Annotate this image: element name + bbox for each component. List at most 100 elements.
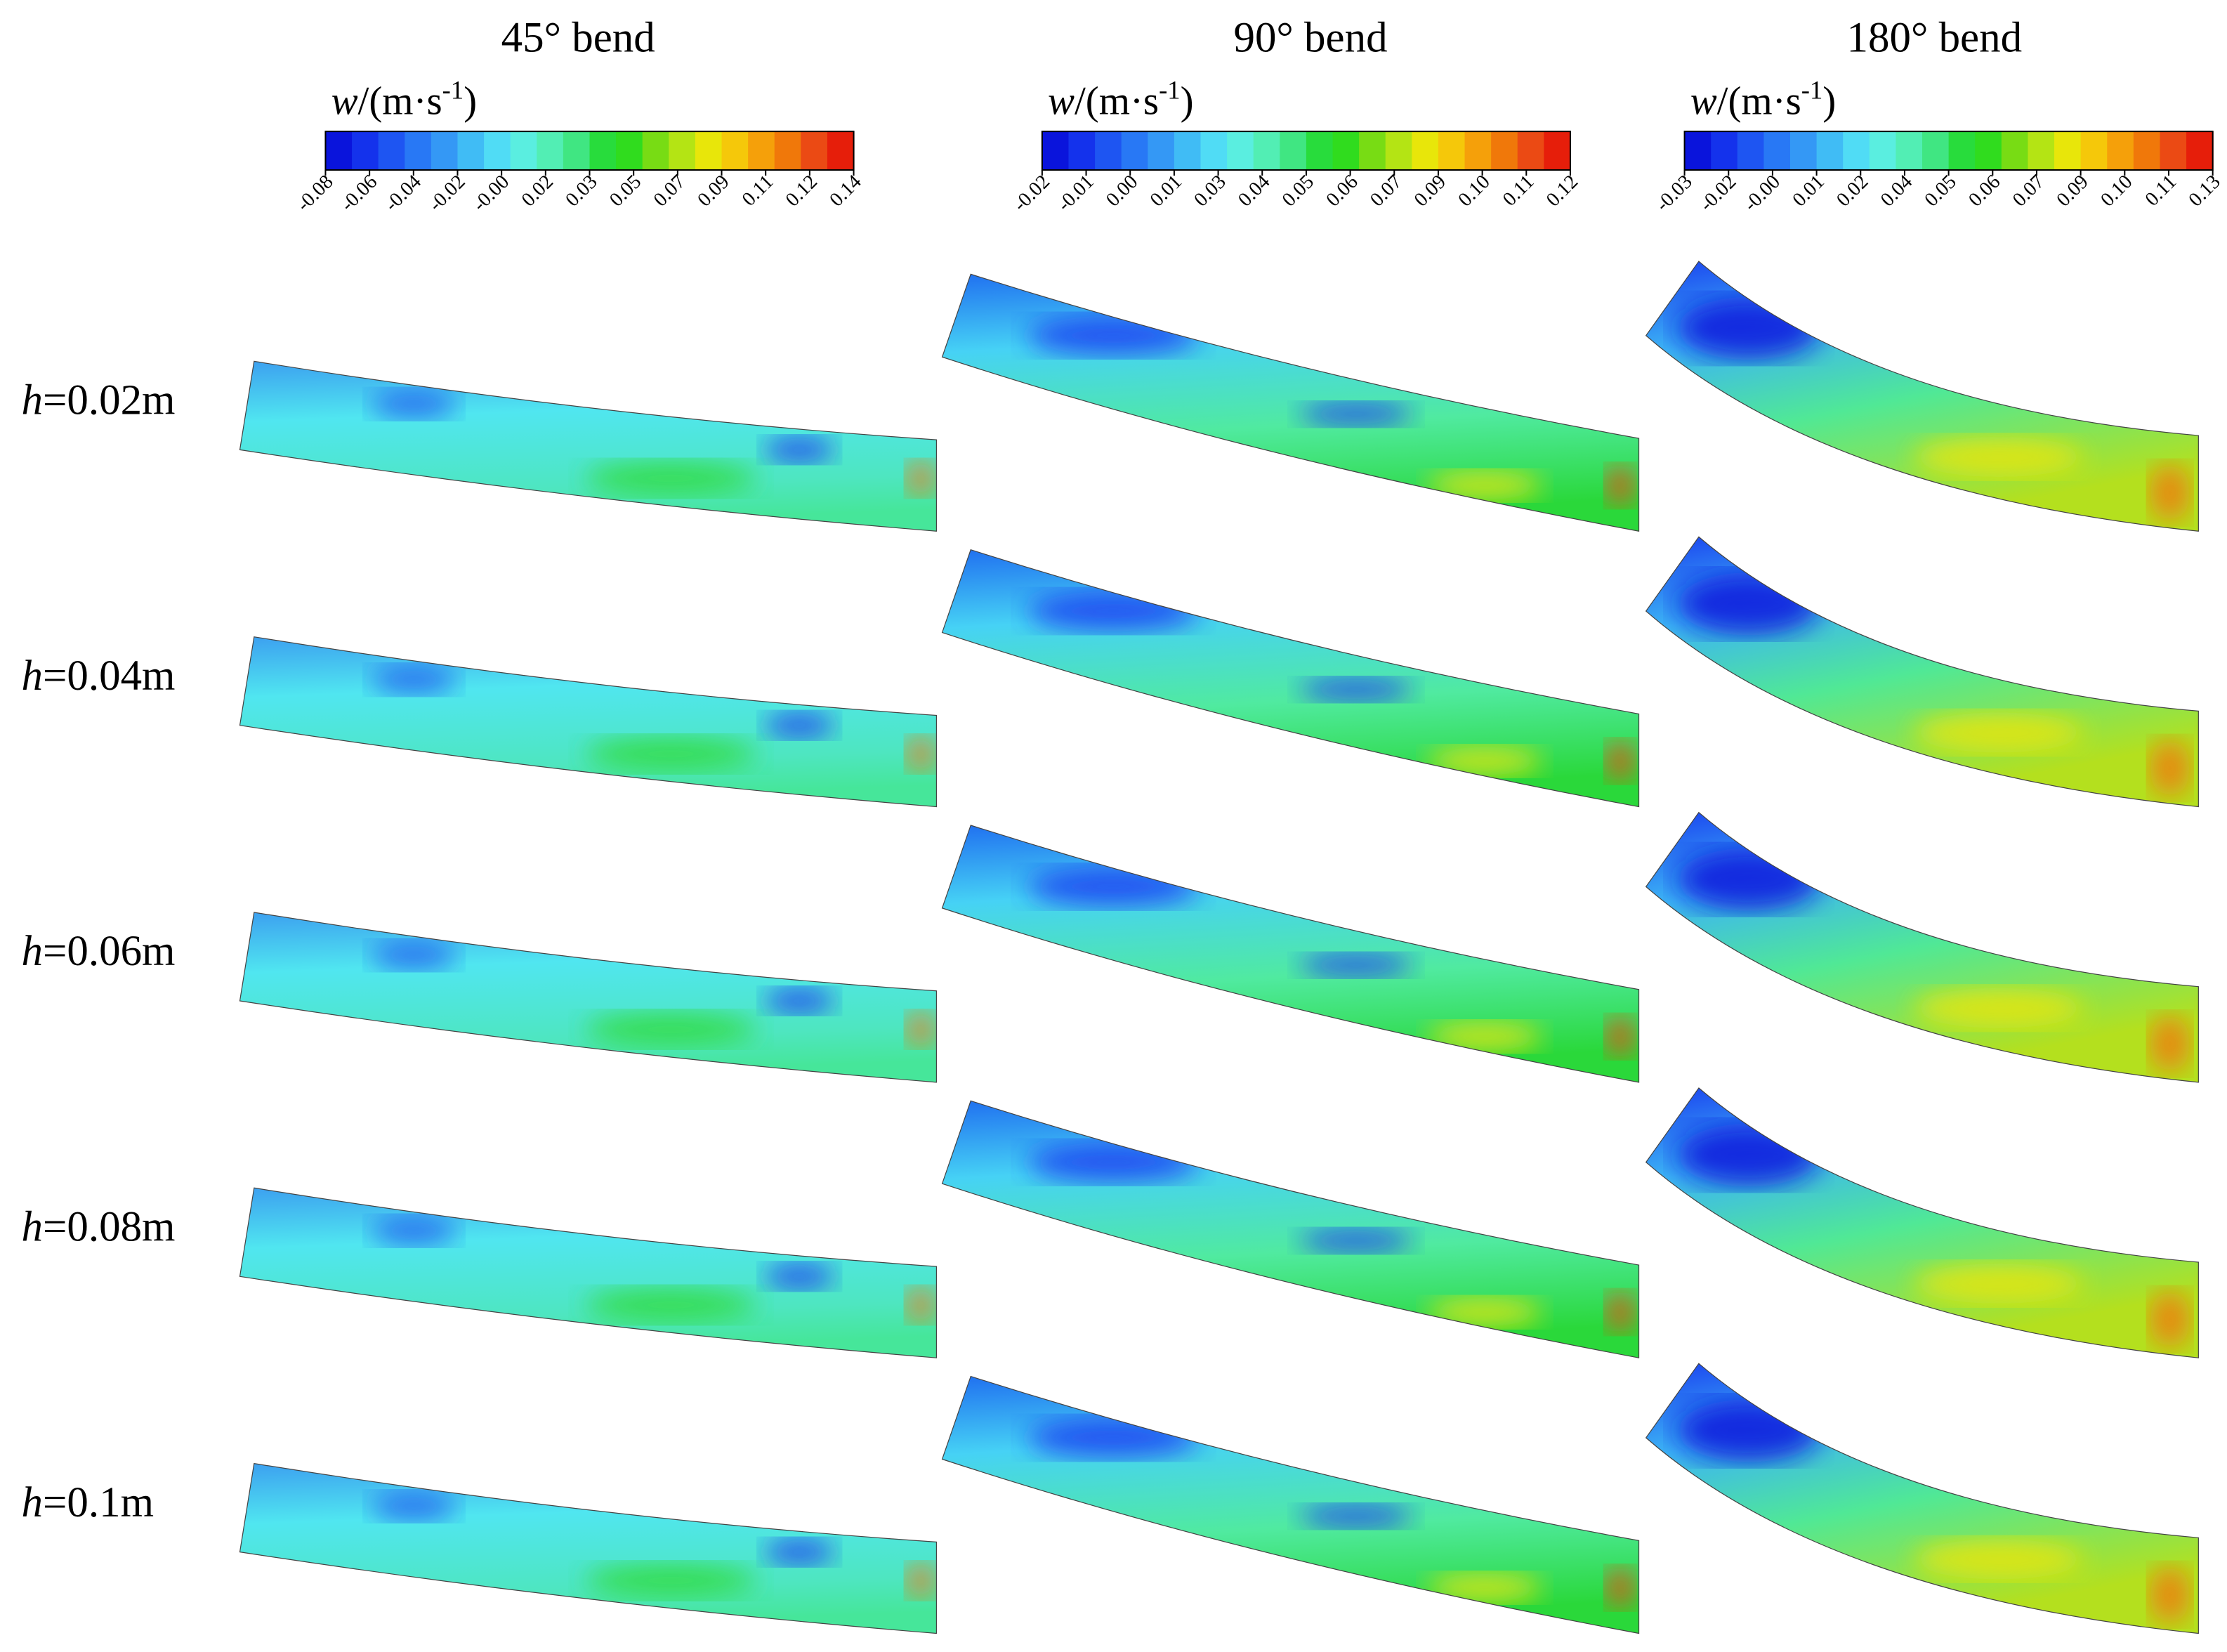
colorbar-cell xyxy=(1227,131,1254,170)
row-value: =0.04m xyxy=(43,653,176,700)
colorbar-cell xyxy=(2107,131,2134,170)
colorbar-cell xyxy=(2080,131,2108,170)
contour-blob xyxy=(1027,591,1200,631)
legend-close: ) xyxy=(1181,79,1194,124)
colorbar-tick-label: 0.12 xyxy=(1542,171,1582,211)
contour-blob xyxy=(371,1216,457,1245)
colorbar-tick-label: 0.04 xyxy=(1234,171,1274,211)
colorbar-tick-label: 0.11 xyxy=(2141,171,2181,210)
colorbar-cell xyxy=(2186,131,2214,170)
colorbar-cell xyxy=(1684,131,1712,170)
contour-blob xyxy=(1299,678,1414,702)
colorbar-cell xyxy=(1491,131,1518,170)
row-symbol: h xyxy=(21,653,42,700)
strip-outline xyxy=(1645,1363,2199,1634)
contour-strip xyxy=(239,1463,937,1634)
contour-blob xyxy=(1912,712,2084,753)
colorbar-tick-label: 0.10 xyxy=(2096,171,2136,211)
contour-blob xyxy=(2150,1566,2190,1624)
contour-blob xyxy=(1299,953,1414,977)
contour-blob xyxy=(1027,1417,1200,1458)
contour-blob xyxy=(1605,1016,1635,1057)
contour-blob xyxy=(1605,465,1635,506)
colorbar-cell xyxy=(537,131,564,170)
contour-strip xyxy=(239,636,937,807)
colorbar-cell xyxy=(721,131,749,170)
colorbar-tick-label: 0.11 xyxy=(738,171,777,210)
colorbar-tick-label: -0.02 xyxy=(1696,171,1741,216)
colorbar-cell xyxy=(695,131,723,170)
row-value: =0.06m xyxy=(43,928,176,975)
row-value: =0.02m xyxy=(43,377,176,424)
colorbar-tick-label: 0.10 xyxy=(1454,171,1494,211)
contour-blob xyxy=(1427,1573,1542,1602)
strip-outline xyxy=(1645,261,2199,532)
strip-outline xyxy=(941,549,1640,808)
strip-fill xyxy=(942,274,1639,532)
legend-unit: /(m·s xyxy=(1075,79,1159,124)
colorbar-cell xyxy=(801,131,828,170)
strip-outline xyxy=(1645,1087,2199,1358)
colorbar-cell xyxy=(2028,131,2056,170)
colorbar-tick-label: 0.05 xyxy=(605,171,645,211)
colorbar-tick-label: 0.02 xyxy=(1832,171,1872,211)
strip-outline xyxy=(941,273,1640,532)
colorbar-tick-label: 0.01 xyxy=(1146,171,1186,211)
colorbar-tick-label: -0.08 xyxy=(293,171,338,216)
strip-outline xyxy=(941,1375,1640,1634)
colorbar-cell xyxy=(774,131,802,170)
colorbar-cell xyxy=(352,131,379,170)
contour-blob xyxy=(763,988,836,1014)
colorbar-tick-label: 0.02 xyxy=(518,171,558,211)
contour-blob xyxy=(906,461,935,496)
colorbar-cell xyxy=(1042,131,1070,170)
colorbar-cell xyxy=(1148,131,1175,170)
colorbar-tick-label: 0.00 xyxy=(1102,171,1142,211)
strip-outline xyxy=(1645,536,2199,808)
contour-blob xyxy=(2150,1290,2190,1348)
colorbar-tick-label: 0.05 xyxy=(1921,171,1961,211)
contour-blob xyxy=(1912,988,2084,1028)
contour-blob xyxy=(906,736,935,771)
colorbar-cell xyxy=(1763,131,1792,170)
legend-exponent: -1 xyxy=(1159,75,1180,104)
colorbar-tick-label: 0.12 xyxy=(782,171,822,211)
colorbar-tick-label: -0.02 xyxy=(425,171,470,216)
strip-outline xyxy=(239,636,938,808)
contour-blob xyxy=(906,1287,935,1323)
colorbar-tick-label: 0.06 xyxy=(1322,171,1362,211)
contour-blob xyxy=(371,1492,457,1521)
contour-blob xyxy=(2150,740,2190,797)
colorbar-tick-label: 0.09 xyxy=(2053,171,2093,211)
colorbar-cell xyxy=(1200,131,1228,170)
colorbar-tick-label: 0.07 xyxy=(2009,171,2049,211)
colorbar-cell xyxy=(1095,131,1122,170)
legend-unit: /(m·s xyxy=(1717,79,1801,124)
contour-strip xyxy=(239,361,937,532)
colorbar-cell xyxy=(1174,131,1202,170)
row-symbol: h xyxy=(21,928,42,975)
legend-close: ) xyxy=(1822,79,1836,124)
colorbar-cell xyxy=(1843,131,1870,170)
colorbar-tick-label: 0.07 xyxy=(650,171,690,211)
colorbar-cell xyxy=(1896,131,1924,170)
legend-symbol: w xyxy=(1048,79,1075,124)
row-value: =0.1m xyxy=(43,1479,154,1526)
contour-blob xyxy=(1605,741,1635,781)
contour-blob xyxy=(1605,1567,1635,1608)
contour-blob xyxy=(763,1264,836,1290)
contour-blob xyxy=(1427,471,1542,500)
contour-strip xyxy=(942,1101,1639,1358)
contour-blob xyxy=(585,736,757,771)
contour-strip xyxy=(239,1188,937,1358)
contour-blob xyxy=(371,940,457,970)
legend-label: w/(m·s-1) xyxy=(1048,75,1194,123)
legend-symbol: w xyxy=(331,79,358,124)
contour-blob xyxy=(906,1563,935,1598)
contour-strip xyxy=(1645,537,2199,807)
colorbar-tick-label: 0.13 xyxy=(2185,171,2225,211)
strip-outline xyxy=(941,825,1640,1083)
contour-blob xyxy=(1427,747,1542,775)
contour-blob xyxy=(371,665,457,694)
